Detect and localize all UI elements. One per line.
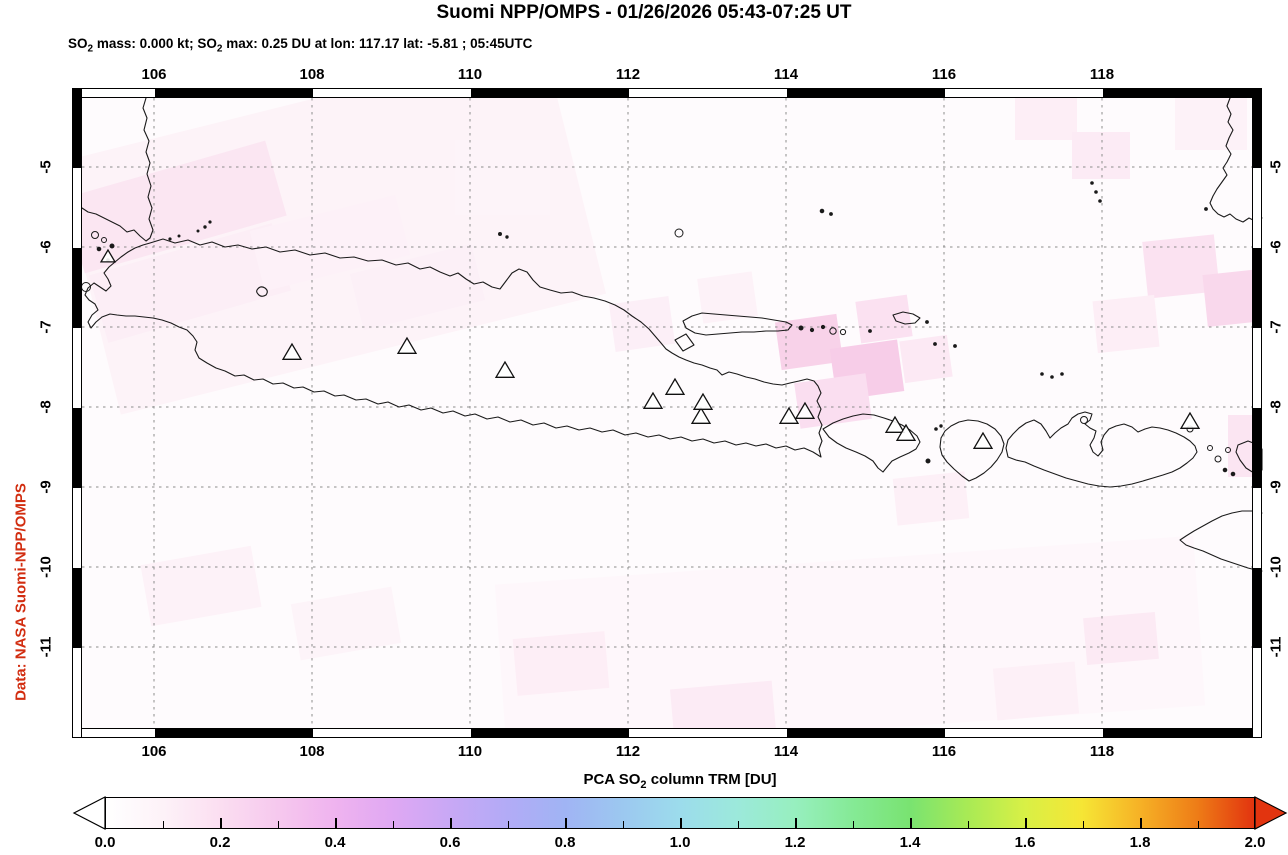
so2-data-patch (1175, 98, 1247, 150)
subtitle-text: SO (68, 36, 88, 51)
colorbar-tick (450, 818, 452, 828)
colorbar-tick-label: 0.8 (554, 834, 576, 851)
so2-data-patch (1083, 611, 1159, 666)
subtitle: SO2 mass: 0.000 kt; SO2 max: 0.25 DU at … (68, 36, 532, 55)
colorbar-tick (565, 818, 567, 828)
colorbar-tick-label: 2.0 (1244, 834, 1266, 851)
lon-tick-label: 114 (773, 743, 799, 760)
so2-data-patch (899, 334, 953, 384)
colorbar-tick-label: 0.6 (439, 834, 461, 851)
so2-data-patch (855, 294, 913, 344)
lon-tick-label: 108 (299, 66, 325, 83)
colorbar-tick (737, 821, 739, 828)
so2-data-patch (608, 296, 676, 352)
lon-tick-label: 112 (615, 66, 641, 83)
colorbar-tick-label: 1.6 (1014, 834, 1036, 851)
colorbar-tick (1025, 818, 1027, 828)
so2-data-patch (1015, 98, 1077, 140)
colorbar-tick-label: 1.4 (899, 834, 921, 851)
lat-tick-label: -6 (1267, 240, 1285, 254)
lon-tick-label: 116 (931, 743, 957, 760)
colorbar-tick (680, 818, 682, 828)
lat-tick-label: -6 (37, 240, 55, 254)
colorbar-tick (1082, 821, 1084, 828)
lon-tick-label: 114 (773, 66, 799, 83)
lat-tick-label: -10 (37, 556, 55, 578)
lon-tick-label: 106 (141, 743, 167, 760)
lat-tick-label: -8 (1267, 400, 1285, 414)
lon-tick-label: 108 (299, 743, 325, 760)
colorbar-tick-label: 0.0 (94, 834, 116, 851)
frame-right (1252, 88, 1262, 738)
so2-data-patch (697, 271, 758, 324)
so2-data-patch (1228, 415, 1252, 477)
bottom-axis: 106 108 110 112 114 116 118 (0, 743, 1288, 761)
so2-data-patch (512, 631, 610, 696)
frame-bottom (72, 728, 1262, 738)
lat-tick-label: -11 (37, 636, 55, 658)
colorbar-title: PCA SO2 column TRM [DU] (583, 771, 776, 791)
top-axis: 106 108 110 112 114 116 118 (0, 66, 1288, 84)
data-credit: Data: NASA Suomi-NPP/OMPS (12, 483, 30, 701)
lat-tick-label: -9 (1267, 480, 1285, 494)
colorbar-tick (392, 821, 394, 828)
colorbar-tick (795, 818, 797, 828)
subtitle-text: max: 0.25 DU at lon: 117.17 lat: -5.81 ;… (222, 36, 533, 51)
colorbar-tick (1197, 821, 1199, 828)
colorbar-tick (335, 818, 337, 828)
colorbar-tick (277, 821, 279, 828)
colorbar-title-subscript: 2 (640, 779, 647, 791)
colorbar-arrow-left (72, 796, 106, 830)
subtitle-subscript: 2 (216, 43, 223, 55)
lat-tick-label: -9 (37, 480, 55, 494)
lat-tick-label: -7 (37, 320, 55, 334)
so2-data-patch (1072, 132, 1130, 179)
lon-tick-label: 106 (141, 66, 167, 83)
lat-tick-label: -5 (37, 160, 55, 174)
colorbar-tick (507, 821, 509, 828)
colorbar-tick-label: 1.0 (669, 834, 691, 851)
subtitle-text: mass: 0.000 kt; SO (93, 36, 217, 51)
colorbar-tick (622, 821, 624, 828)
colorbar-tick-label: 0.2 (209, 834, 231, 851)
lon-tick-label: 112 (615, 743, 641, 760)
map-plot-area (82, 98, 1252, 728)
lon-tick-label: 110 (457, 66, 483, 83)
lon-tick-label: 118 (1089, 66, 1115, 83)
so2-data-patch (455, 140, 550, 215)
lat-tick-label: -11 (1267, 636, 1285, 658)
subtitle-subscript: 2 (87, 43, 94, 55)
colorbar-tick (852, 821, 854, 828)
colorbar-tick (910, 818, 912, 828)
so2-data-patch (1202, 269, 1252, 327)
lat-tick-label: -7 (1267, 320, 1285, 334)
colorbar-tick (1140, 818, 1142, 828)
colorbar-tick-label: 0.4 (324, 834, 346, 851)
colorbar-tick (220, 818, 222, 828)
colorbar-tick (967, 821, 969, 828)
colorbar-tick-label: 1.2 (784, 834, 806, 851)
lat-tick-label: -5 (1267, 160, 1285, 174)
lon-tick-label: 116 (931, 66, 957, 83)
so2-data-patch (670, 680, 776, 728)
page-title: Suomi NPP/OMPS - 01/26/2026 05:43-07:25 … (436, 2, 852, 23)
so2-data-patch (892, 471, 970, 526)
so2-data-patch (1092, 294, 1160, 354)
lon-tick-label: 110 (457, 743, 483, 760)
frame-left (72, 88, 82, 738)
lat-tick-label: -10 (1267, 556, 1285, 578)
frame-top (72, 88, 1262, 98)
colorbar-tick-label: 1.8 (1129, 834, 1151, 851)
colorbar-title-text: column TRM [DU] (646, 771, 777, 788)
so2-data-patch (992, 661, 1080, 721)
colorbar-title-text: PCA SO (583, 771, 641, 788)
lon-tick-label: 118 (1089, 743, 1115, 760)
lat-tick-label: -8 (37, 400, 55, 414)
colorbar-tick (162, 821, 164, 828)
colorbar-arrow-right (1254, 796, 1288, 830)
